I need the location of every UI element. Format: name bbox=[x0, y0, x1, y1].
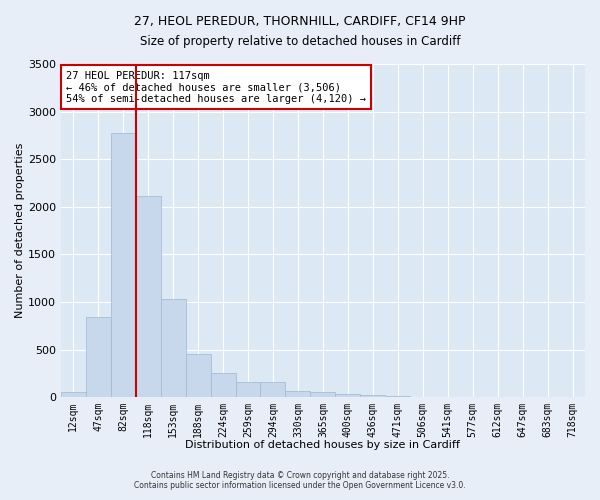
Bar bbox=[361, 395, 385, 397]
Bar bbox=[185, 354, 211, 397]
Text: 27, HEOL PEREDUR, THORNHILL, CARDIFF, CF14 9HP: 27, HEOL PEREDUR, THORNHILL, CARDIFF, CF… bbox=[134, 15, 466, 28]
Bar bbox=[335, 394, 361, 397]
Bar bbox=[236, 382, 260, 397]
Bar bbox=[310, 392, 335, 397]
Bar bbox=[385, 396, 410, 397]
Y-axis label: Number of detached properties: Number of detached properties bbox=[15, 143, 25, 318]
X-axis label: Distribution of detached houses by size in Cardiff: Distribution of detached houses by size … bbox=[185, 440, 460, 450]
Bar bbox=[260, 382, 286, 397]
Bar bbox=[286, 391, 310, 397]
Bar bbox=[211, 374, 236, 397]
Text: Contains HM Land Registry data © Crown copyright and database right 2025.
Contai: Contains HM Land Registry data © Crown c… bbox=[134, 470, 466, 490]
Bar bbox=[110, 132, 136, 397]
Text: 27 HEOL PEREDUR: 117sqm
← 46% of detached houses are smaller (3,506)
54% of semi: 27 HEOL PEREDUR: 117sqm ← 46% of detache… bbox=[66, 70, 366, 104]
Bar bbox=[86, 317, 110, 397]
Text: Size of property relative to detached houses in Cardiff: Size of property relative to detached ho… bbox=[140, 35, 460, 48]
Bar bbox=[136, 196, 161, 397]
Bar bbox=[161, 298, 185, 397]
Bar bbox=[61, 392, 86, 397]
